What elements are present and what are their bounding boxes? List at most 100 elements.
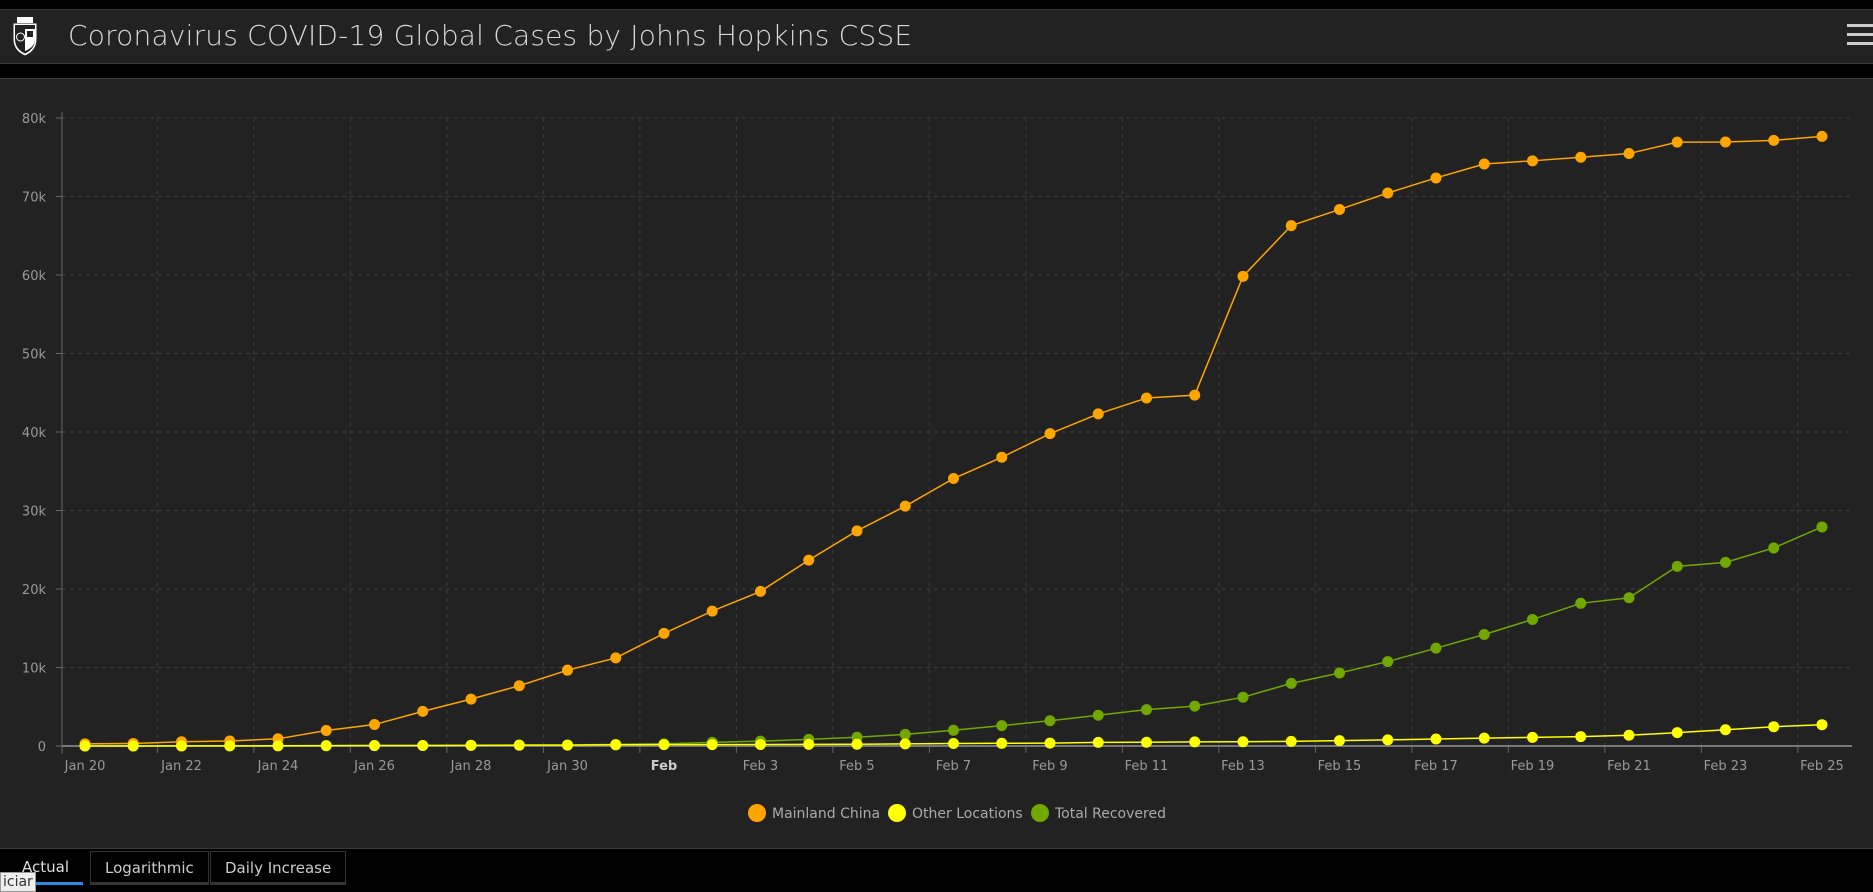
- app-header: Coronavirus COVID-19 Global Cases by Joh…: [0, 9, 1873, 64]
- data-point: [272, 740, 284, 752]
- x-tick-label: Feb 23: [1704, 759, 1748, 774]
- data-point: [513, 739, 525, 751]
- data-point: [1141, 392, 1152, 404]
- x-tick-label: Feb: [651, 759, 677, 774]
- data-point: [1430, 172, 1442, 184]
- data-point: [1092, 408, 1104, 420]
- data-point: [562, 739, 573, 751]
- data-point: [417, 739, 429, 751]
- data-point: [1575, 597, 1587, 609]
- x-tick-label: Feb 19: [1511, 759, 1555, 774]
- x-tick-label: Jan 30: [546, 759, 588, 774]
- data-point: [1527, 731, 1538, 743]
- series-line-mainland-china: [84, 135, 1823, 745]
- y-tick-label: 40k: [22, 426, 47, 441]
- data-point: [996, 451, 1008, 463]
- data-point: [1816, 719, 1828, 731]
- data-point: [755, 739, 766, 751]
- data-point: [899, 728, 911, 740]
- y-tick-label: 30k: [22, 505, 47, 520]
- tooltip: iciar: [0, 872, 36, 892]
- data-point: [1285, 677, 1297, 689]
- data-point: [610, 739, 622, 751]
- y-tick-label: 50k: [22, 348, 47, 363]
- data-point: [1671, 136, 1683, 148]
- data-point: [1575, 151, 1587, 163]
- data-point: [1382, 734, 1394, 746]
- app-title: Coronavirus COVID-19 Global Cases by Joh…: [68, 19, 913, 52]
- data-point: [176, 740, 187, 752]
- chart-tab-bar: Actual Logarithmic Daily Increase: [0, 848, 1873, 891]
- data-point: [803, 554, 815, 566]
- data-point: [1092, 736, 1104, 748]
- data-point: [1527, 613, 1538, 625]
- data-point: [79, 740, 91, 752]
- data-point: [417, 705, 429, 717]
- x-tick-label: Feb 11: [1125, 759, 1169, 774]
- data-point: [948, 738, 959, 750]
- y-tick-label: 0: [38, 740, 46, 755]
- data-point: [1382, 656, 1394, 668]
- y-tick-label: 60k: [22, 269, 47, 284]
- data-point: [1189, 389, 1201, 401]
- data-point: [465, 739, 477, 751]
- data-point: [658, 739, 670, 751]
- data-point: [1671, 560, 1683, 572]
- data-point: [1237, 736, 1249, 748]
- data-point: [1720, 556, 1731, 568]
- x-tick-label: Jan 24: [257, 759, 299, 774]
- data-point: [127, 740, 139, 752]
- data-point: [996, 720, 1008, 732]
- legend-marker: [1031, 804, 1049, 822]
- x-tick-label: Feb 5: [839, 759, 874, 774]
- data-point: [1285, 220, 1297, 232]
- data-point: [1768, 721, 1780, 733]
- tab-logarithmic[interactable]: Logarithmic: [90, 851, 209, 885]
- data-point: [1575, 731, 1587, 743]
- data-point: [1478, 158, 1490, 170]
- data-point: [1044, 428, 1056, 440]
- data-point: [1430, 642, 1442, 654]
- data-point: [706, 605, 718, 617]
- data-point: [1141, 704, 1152, 716]
- y-tick-label: 80k: [22, 112, 47, 127]
- data-point: [1382, 187, 1394, 199]
- data-point: [1044, 737, 1056, 749]
- data-point: [851, 738, 863, 750]
- hamburger-menu-icon[interactable]: [1847, 24, 1873, 48]
- series-line-total-recovered: [85, 526, 1823, 747]
- data-point: [1816, 521, 1828, 533]
- data-point: [1720, 136, 1731, 148]
- data-point: [562, 664, 573, 676]
- legend-label: Mainland China: [772, 806, 880, 822]
- y-tick-label: 20k: [22, 583, 47, 598]
- x-tick-label: Feb 25: [1800, 759, 1844, 774]
- legend-label: Total Recovered: [1054, 806, 1166, 822]
- data-point: [1623, 148, 1635, 160]
- data-point: [1334, 735, 1345, 747]
- data-point: [1237, 691, 1249, 703]
- data-point: [1044, 715, 1056, 727]
- data-point: [948, 473, 959, 485]
- data-point: [1285, 735, 1297, 747]
- data-point: [1092, 709, 1104, 721]
- data-point: [1141, 736, 1152, 748]
- tab-daily-increase[interactable]: Daily Increase: [210, 851, 347, 885]
- data-point: [1671, 727, 1683, 739]
- x-tick-label: Jan 22: [160, 759, 202, 774]
- data-point: [1478, 628, 1490, 640]
- data-point: [803, 738, 815, 750]
- x-tick-label: Feb 9: [1032, 759, 1067, 774]
- data-point: [465, 693, 477, 705]
- x-tick-label: Jan 28: [450, 759, 492, 774]
- data-point: [1768, 542, 1780, 554]
- x-tick-label: Jan 26: [353, 759, 395, 774]
- data-point: [369, 719, 380, 731]
- chart-panel: 0 10k 20k 30k 40k 50k 60k 70k 80k Jan 20 Jan 22 Jan…: [0, 78, 1873, 848]
- data-point: [1334, 203, 1345, 215]
- data-point: [996, 737, 1008, 749]
- x-tick-label: Feb 13: [1221, 759, 1265, 774]
- data-point: [851, 525, 863, 537]
- cases-line-chart: 0 10k 20k 30k 40k 50k 60k 70k 80k Jan 20 Jan 22 Jan…: [22, 112, 1852, 822]
- data-point: [1623, 729, 1635, 741]
